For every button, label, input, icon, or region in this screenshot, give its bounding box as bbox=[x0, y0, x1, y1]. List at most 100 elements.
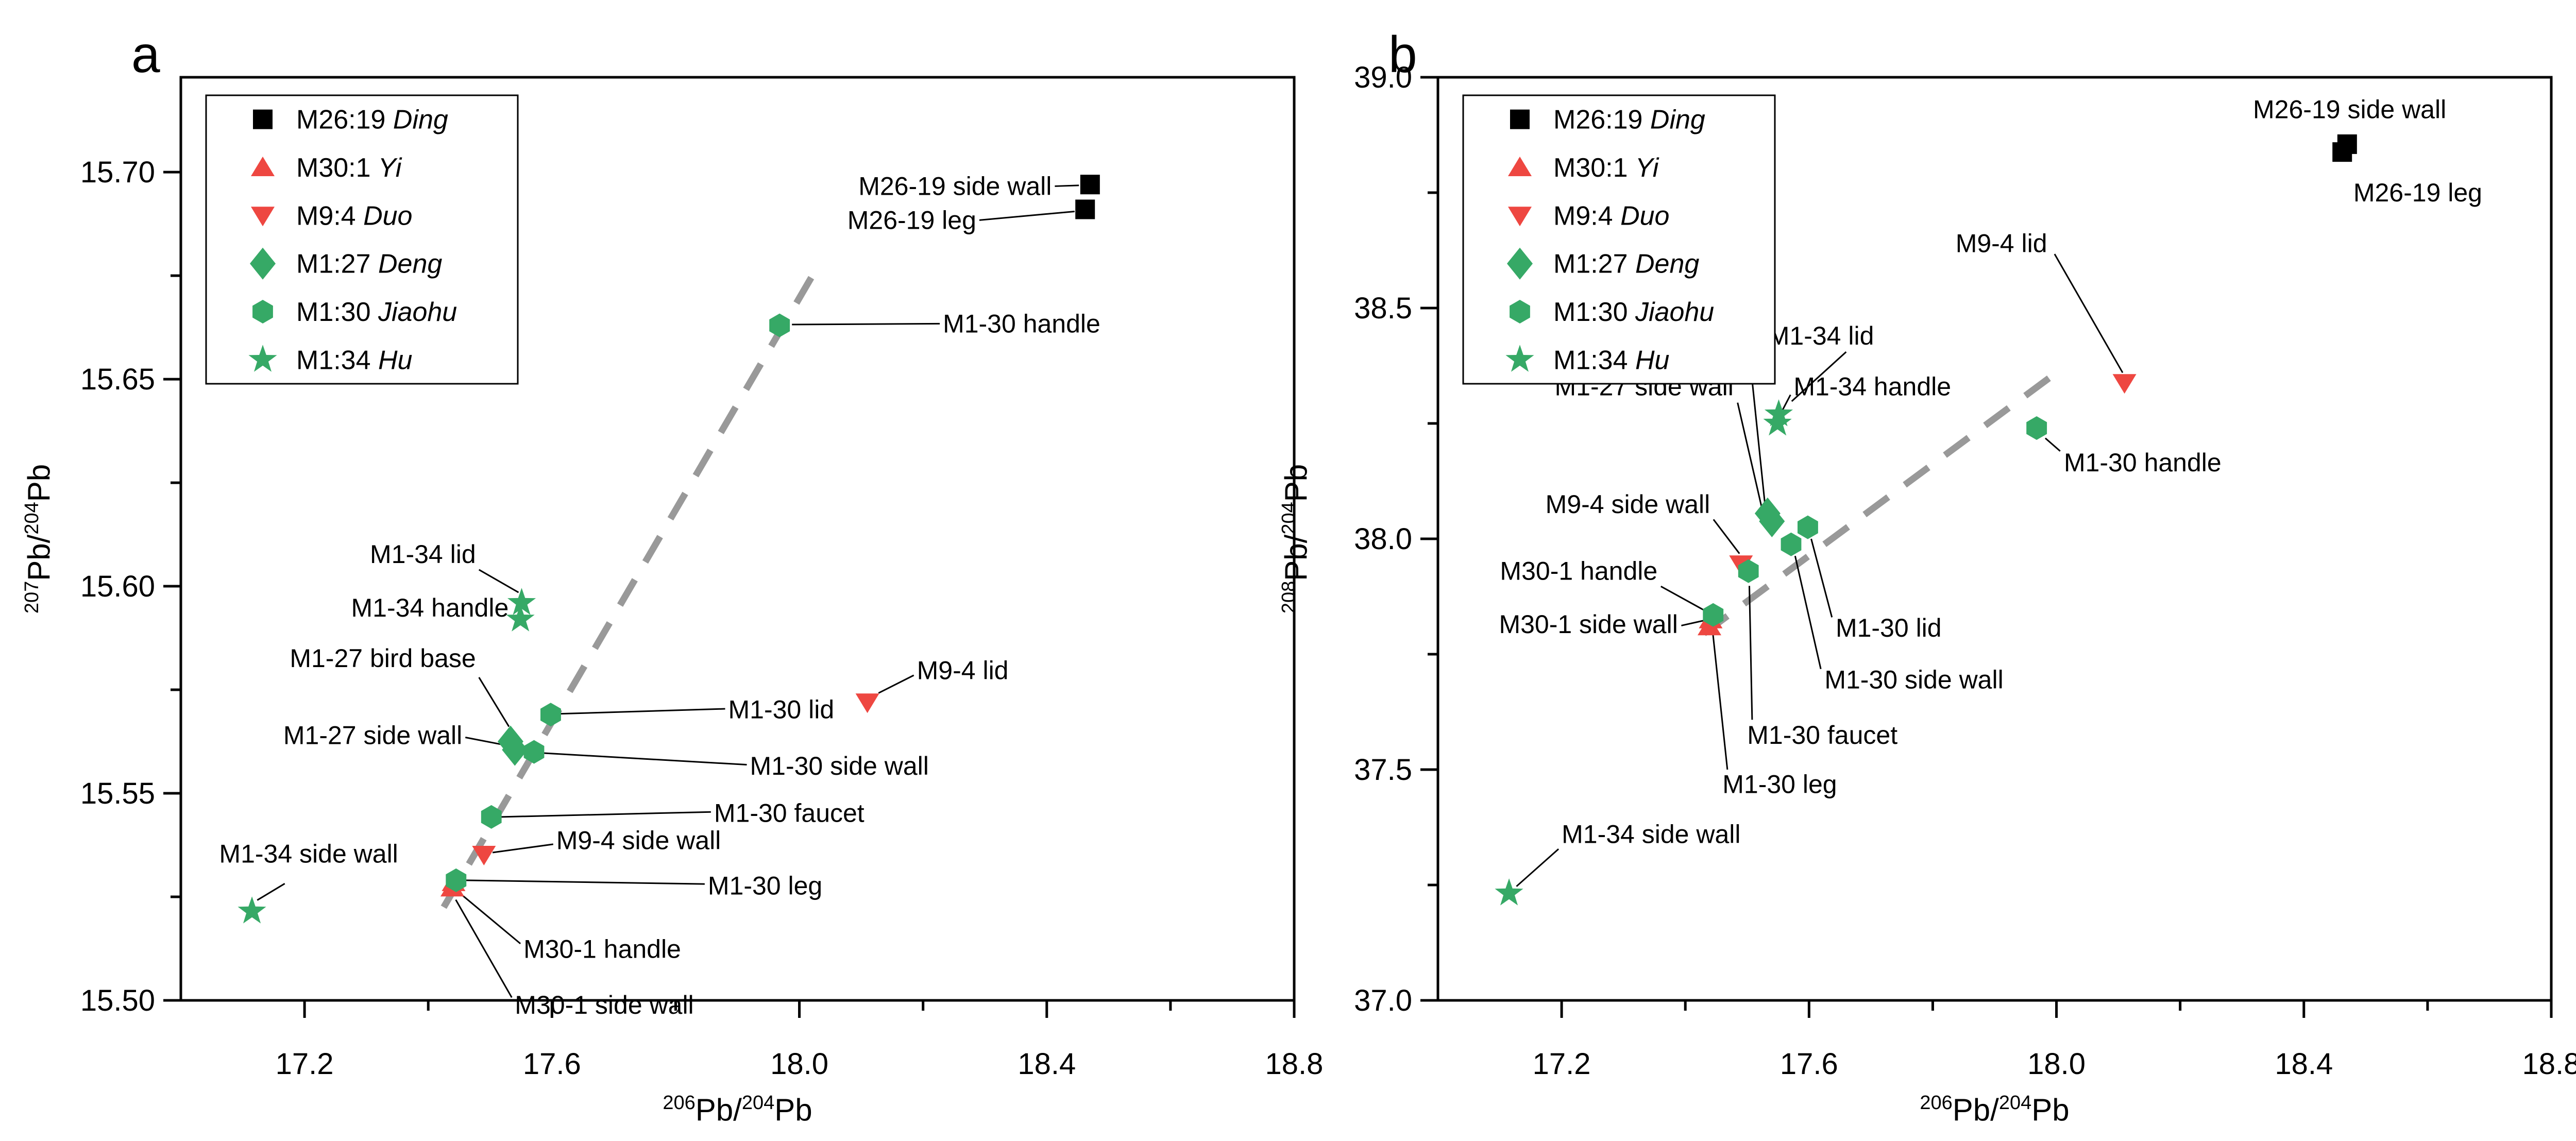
annotation-label-m9-4-side-wall: M9-4 side wall bbox=[556, 826, 721, 855]
points-a bbox=[238, 175, 1100, 924]
annotation-label-m26-19-leg: M26-19 leg bbox=[2353, 178, 2482, 207]
x-tick-label: 18.8 bbox=[1265, 1047, 1324, 1081]
legend-label-ding: M26:19 Ding bbox=[1553, 105, 1705, 135]
point-b-m1-30-side-wall bbox=[1781, 532, 1802, 556]
x-tick-label: 18.0 bbox=[2027, 1047, 2086, 1081]
point-b-m1-27-side-wall bbox=[1759, 505, 1785, 537]
legend-label-yi: M30:1 Yi bbox=[296, 153, 402, 183]
annotation-line bbox=[2044, 437, 2061, 452]
point-a-m1-30-faucet bbox=[481, 805, 502, 829]
point-b-m1-34-handle bbox=[1763, 408, 1792, 436]
annotation-label-m1-34-side-wall: M1-34 side wall bbox=[219, 839, 398, 868]
x-tick-label: 17.2 bbox=[276, 1047, 334, 1081]
x-tick-label: 18.4 bbox=[1018, 1047, 1076, 1081]
annotation-label-m1-30-side-wall: M1-30 side wall bbox=[750, 752, 929, 780]
annotation-line bbox=[478, 677, 510, 727]
plot-frame-a bbox=[179, 76, 1296, 1002]
legend-label-yi: M30:1 Yi bbox=[1553, 153, 1659, 183]
legend-marker-duo bbox=[1508, 207, 1532, 227]
annotation-line bbox=[1781, 394, 1791, 412]
annotations-b: M26-19 side wall M26-19 leg M9-4 lid M1-34 … bbox=[1499, 95, 2482, 887]
annotation-line bbox=[1711, 627, 1728, 770]
annotation-label-m30-1-side-wall: M30-1 side wall bbox=[1499, 610, 1677, 639]
panel-letter-a: a bbox=[131, 26, 160, 83]
annotation-line bbox=[1794, 555, 1822, 670]
annotation-line bbox=[544, 752, 747, 766]
x-axis-a: 17.2 17.6 18.0 18.4 18.8 bbox=[276, 1000, 1324, 1081]
annotation-label-m9-4-lid: M9-4 lid bbox=[917, 656, 1009, 685]
point-a-m9-4-lid bbox=[855, 693, 879, 713]
point-b-m1-30-handle bbox=[2026, 416, 2047, 440]
legend-marker-ding bbox=[1510, 109, 1530, 129]
point-b-m9-4-lid bbox=[2112, 374, 2137, 394]
annotation-line bbox=[2054, 253, 2124, 373]
legend-label-hu: M1:34 Hu bbox=[1553, 345, 1669, 375]
point-a-m1-30-handle bbox=[769, 313, 790, 337]
y-tick-label: 15.65 bbox=[80, 363, 155, 396]
annotation-label-m26-19-side-wall: M26-19 side wall bbox=[2253, 95, 2446, 124]
panel-a: a17.2 17.6 18.0 18.4 18.8206Pb/204Pb15.5015.… bbox=[21, 26, 1323, 1127]
legend-box-a bbox=[205, 94, 519, 385]
annotation-line bbox=[455, 899, 513, 998]
annotation-line bbox=[561, 708, 725, 715]
x-tick-label: 18.8 bbox=[2522, 1047, 2576, 1081]
annotation-label-m1-30-handle: M1-30 handle bbox=[943, 309, 1100, 338]
legend-marker-yi bbox=[251, 157, 275, 176]
legend-label-hu: M1:34 Hu bbox=[296, 345, 412, 375]
point-a-m1-30-leg bbox=[446, 868, 467, 892]
annotation-label-m1-27-bird-base: M1-27 bird base bbox=[290, 644, 476, 673]
annotation-line bbox=[1810, 538, 1833, 618]
annotation-label-m1-34-side-wall: M1-34 side wall bbox=[1562, 820, 1740, 848]
annotation-line bbox=[1713, 519, 1740, 554]
y-tick-label: 37.0 bbox=[1354, 984, 1412, 1017]
legend-label-duo: M9:4 Duo bbox=[1553, 201, 1669, 231]
legend-marker-jiaohu bbox=[1510, 300, 1530, 323]
annotation-label-m1-30-faucet: M1-30 faucet bbox=[714, 799, 865, 828]
y-axis-title-a: 207Pb/204Pb bbox=[21, 464, 56, 614]
annotation-label-m1-30-lid: M1-30 lid bbox=[1836, 614, 1942, 642]
annotation-label-m1-27-side-wall: M1-27 side wall bbox=[283, 721, 462, 750]
annotation-label-m1-34-handle: M1-34 handle bbox=[351, 593, 509, 622]
annotation-label-m1-30-leg: M1-30 leg bbox=[708, 871, 822, 900]
point-b-m26-19-leg bbox=[2332, 142, 2352, 162]
point-a-m26-19-leg bbox=[1075, 199, 1095, 219]
legend-label-deng: M1:27 Deng bbox=[296, 249, 442, 279]
annotation-line bbox=[465, 737, 504, 746]
annotation-line bbox=[1681, 619, 1706, 626]
legend-box-b bbox=[1462, 94, 1776, 385]
legend-marker-deng bbox=[250, 247, 276, 280]
legend-label-duo: M9:4 Duo bbox=[296, 201, 412, 231]
trend-line-b bbox=[1702, 370, 2059, 636]
point-a-m1-30-side-wall bbox=[523, 740, 545, 764]
point-a-m1-30-lid bbox=[540, 703, 561, 727]
annotation-label-m9-4-side-wall: M9-4 side wall bbox=[1546, 490, 1710, 519]
legend-marker-duo bbox=[251, 207, 275, 227]
annotation-label-m1-34-lid: M1-34 lid bbox=[1768, 321, 1874, 350]
x-tick-label: 18.4 bbox=[2275, 1047, 2333, 1081]
annotation-label-m1-30-handle: M1-30 handle bbox=[2064, 448, 2222, 477]
annotation-line bbox=[465, 879, 705, 885]
legend-marker-ding bbox=[253, 109, 273, 129]
legend-label-deng: M1:27 Deng bbox=[1553, 249, 1699, 279]
point-b-m1-34-side-wall bbox=[1495, 878, 1523, 906]
annotations-a: M26-19 side wall M26-19 leg M1-30 handle M9… bbox=[219, 172, 1100, 1019]
point-a-m1-34-lid bbox=[507, 588, 536, 615]
annotation-line bbox=[457, 891, 521, 945]
annotation-label-m1-30-lid: M1-30 lid bbox=[728, 695, 834, 724]
legend-a: M26:19 Ding M30:1 Yi M9:4 Duo M1:27 Deng M1:… bbox=[205, 94, 519, 385]
legend-marker-jiaohu bbox=[252, 300, 273, 323]
annotation-label-m30-1-handle: M30-1 handle bbox=[1500, 557, 1657, 586]
point-b-m1-30-leg bbox=[1703, 603, 1724, 627]
y-tick-label: 15.60 bbox=[80, 570, 155, 603]
y-axis-b: 37.0 37.5 38.0 38.5 39.0 bbox=[1354, 61, 1438, 1017]
point-a-m1-27-side-wall bbox=[502, 734, 528, 766]
annotation-line bbox=[1737, 402, 1764, 510]
y-axis-a: 15.50 15.55 15.60 15.65 15.70 bbox=[80, 156, 181, 1017]
annotation-label-m26-19-leg: M26-19 leg bbox=[848, 206, 976, 234]
annotation-line bbox=[792, 322, 940, 326]
annotation-line bbox=[1516, 848, 1560, 887]
point-a-m9-4-side-wall bbox=[472, 846, 496, 865]
legend-b: M26:19 Ding M30:1 Yi M9:4 Duo M1:27 Deng M1:… bbox=[1462, 94, 1776, 385]
